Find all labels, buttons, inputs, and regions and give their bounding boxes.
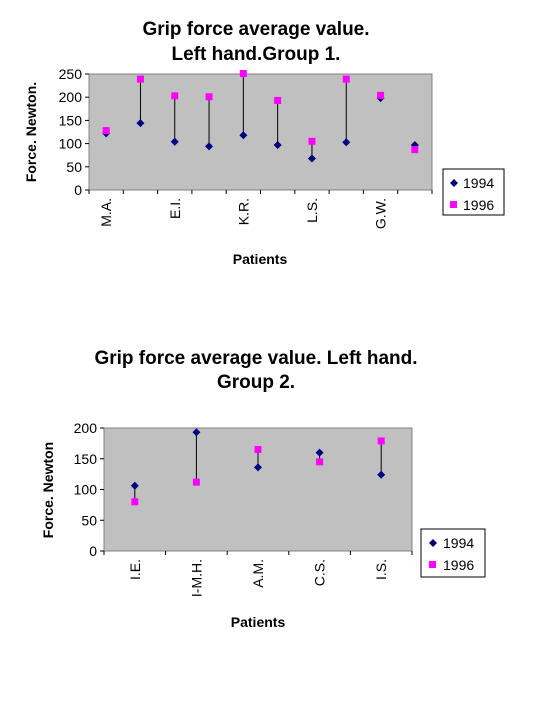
- chart-2: Grip force average value. Left hand. Gro…: [40, 348, 486, 630]
- chart-2-x-tick-label-2: A.M.: [250, 559, 266, 588]
- chart-1-legend-marker-1996: [450, 201, 457, 208]
- chart-1-x-tick-label-0: M.A.: [98, 198, 114, 227]
- chart-1-y-tick-label-2: 100: [59, 136, 83, 152]
- chart-1-point-1996: [239, 70, 247, 78]
- chart-1-point-1996: [102, 127, 110, 135]
- chart-1-point-1996: [308, 137, 316, 145]
- chart-2-legend-label-1996: 1996: [443, 557, 474, 573]
- chart-1-point-1994: [342, 138, 351, 147]
- chart-1-points: [102, 70, 419, 163]
- chart-1-title-line-1: Grip force average value.: [142, 19, 369, 40]
- chart-1-legend-label-1996: 1996: [463, 197, 494, 213]
- chart-2-point-1994: [192, 428, 201, 437]
- chart-2-y-tick-label-3: 150: [74, 451, 98, 467]
- chart-2-legend-marker-1996: [429, 561, 436, 568]
- chart-2-legend: 1994 1996: [420, 528, 486, 578]
- chart-1-plot-area: [88, 73, 433, 191]
- chart-2-points: [130, 428, 386, 506]
- chart-2-x-ticks: I.E. I-M.H. A.M. C.S. I.S.: [103, 551, 413, 597]
- chart-2-title-line-2: Group 2.: [217, 372, 295, 393]
- chart-2-x-axis-title: Patients: [231, 614, 286, 630]
- chart-1-point-1996: [136, 75, 144, 83]
- chart-2-point-1996: [254, 446, 262, 454]
- chart-2-point-1994: [130, 481, 139, 490]
- chart-2-y-ticks: 0 50 100 150 200: [74, 420, 104, 559]
- chart-2-x-tick-label-4: I.S.: [373, 559, 389, 580]
- chart-1-point-1994: [205, 142, 214, 151]
- chart-1-connector-lines: [105, 73, 416, 159]
- chart-2-legend-label-1994: 1994: [443, 535, 474, 551]
- chart-1-point-1996: [377, 91, 385, 99]
- chart-2-point-1994: [254, 463, 262, 472]
- chart-1-x-tick-label-3: L.S.: [304, 198, 320, 223]
- chart-1-point-1996: [274, 96, 282, 104]
- chart-1-x-axis-title: Patients: [233, 251, 288, 267]
- chart-1-y-tick-label-4: 200: [59, 89, 83, 105]
- chart-2-point-1996: [131, 498, 139, 506]
- chart-2-point-1994: [315, 448, 324, 457]
- chart-2-x-tick-label-3: C.S.: [312, 559, 328, 586]
- chart-1-y-tick-label-5: 250: [59, 66, 83, 82]
- chart-1-legend-label-1994: 1994: [463, 175, 494, 191]
- chart-1-point-1994: [307, 154, 316, 163]
- chart-2-y-tick-label-2: 100: [74, 482, 98, 498]
- chart-2-legend-box: [420, 528, 486, 578]
- chart-1-y-ticks: 0 50 100 150 200 250: [59, 66, 89, 198]
- chart-1-x-tick-label-1: E.I.: [167, 198, 183, 219]
- chart-1-x-tick-label-4: G.W.: [373, 198, 389, 229]
- chart-2-legend-marker-1994: [429, 539, 437, 547]
- chart-1-point-1994: [170, 137, 179, 146]
- chart-1-point-1996: [411, 146, 419, 154]
- chart-2-point-1996: [316, 458, 324, 466]
- chart-1: Grip force average value. Left hand.Grou…: [23, 19, 505, 267]
- chart-2-x-tick-label-0: I.E.: [127, 559, 143, 580]
- chart-1-x-ticks: M.A. E.I. K.R. L.S. G.W.: [88, 190, 433, 229]
- chart-2-y-tick-label-4: 200: [74, 420, 98, 436]
- chart-1-x-tick-label-2: K.R.: [235, 198, 251, 225]
- chart-1-point-1994: [273, 140, 282, 149]
- chart-1-point-1996: [171, 92, 179, 100]
- chart-1-y-tick-label-0: 0: [74, 182, 82, 198]
- chart-1-y-tick-label-1: 50: [66, 159, 82, 175]
- chart-1-y-tick-label-3: 150: [59, 112, 83, 128]
- chart-2-point-1996: [192, 478, 200, 486]
- chart-1-legend-marker-1994: [450, 179, 458, 187]
- chart-2-point-1994: [377, 470, 386, 479]
- chart-2-y-axis-title: Force. Newton: [40, 442, 56, 538]
- chart-1-point-1994: [239, 131, 248, 140]
- chart-1-point-1996: [342, 75, 350, 83]
- chart-2-x-tick-label-1: I-M.H.: [188, 559, 204, 597]
- chart-1-y-axis-title: Force. Newton.: [23, 82, 39, 182]
- chart-1-point-1994: [136, 119, 145, 128]
- chart-2-y-tick-label-1: 50: [81, 512, 97, 528]
- chart-1-title-line-2: Left hand.Group 1.: [172, 44, 341, 65]
- chart-2-title-line-1: Grip force average value. Left hand.: [94, 348, 417, 369]
- chart-2-point-1996: [377, 437, 385, 445]
- chart-1-legend: 1994 1996: [442, 168, 505, 216]
- chart-2-y-tick-label-0: 0: [89, 543, 97, 559]
- chart-1-point-1996: [205, 93, 213, 101]
